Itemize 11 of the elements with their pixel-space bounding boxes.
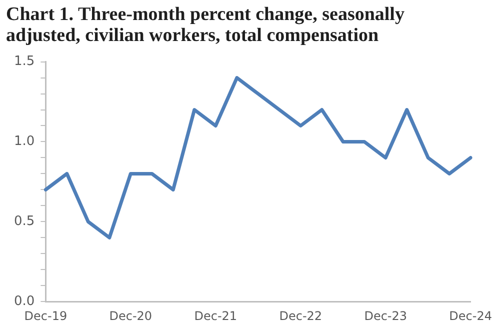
x-tick-label: Dec-24	[449, 308, 492, 323]
x-tick-label: Dec-23	[364, 308, 408, 323]
x-tick-label: Dec-21	[194, 308, 238, 323]
x-tick-label: Dec-19	[24, 308, 68, 323]
x-tick-label: Dec-22	[279, 308, 322, 323]
chart-title: Chart 1. Three-month percent change, seasonally adjusted, civilian workers, total compensation	[6, 4, 406, 48]
y-tick-label: 0.0	[14, 294, 35, 309]
x-tick-label: Dec-20	[109, 308, 152, 323]
y-tick-label: 0.5	[14, 214, 35, 230]
y-tick-label: 1.0	[14, 134, 35, 150]
y-tick-label: 1.5	[14, 54, 35, 70]
